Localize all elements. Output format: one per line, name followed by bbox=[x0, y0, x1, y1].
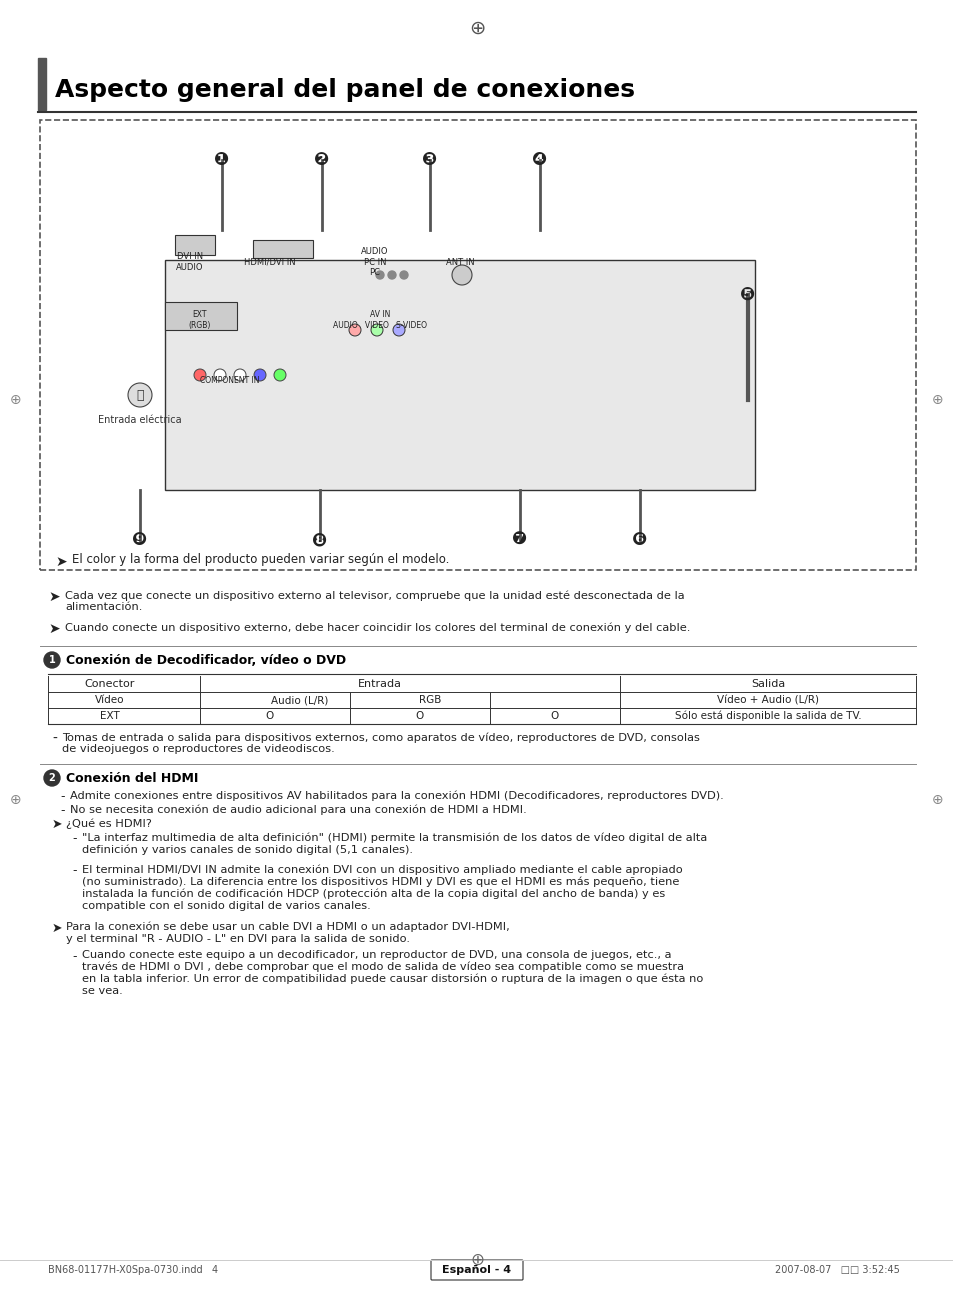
Text: ‐: ‐ bbox=[71, 864, 76, 877]
Text: No se necesita conexión de audio adicional para una conexión de HDMI a HDMI.: No se necesita conexión de audio adicion… bbox=[70, 804, 526, 814]
Text: ➤: ➤ bbox=[55, 556, 67, 569]
Circle shape bbox=[452, 265, 472, 285]
Text: Conexión del HDMI: Conexión del HDMI bbox=[66, 771, 198, 785]
Text: Vídeo + Audio (L/R): Vídeo + Audio (L/R) bbox=[717, 695, 818, 705]
Text: Entrada: Entrada bbox=[357, 679, 401, 690]
Text: O: O bbox=[416, 712, 424, 721]
Bar bbox=[165, 260, 754, 490]
Text: ‐: ‐ bbox=[60, 790, 65, 803]
Bar bbox=[165, 302, 236, 330]
Text: Tomas de entrada o salida para dispositivos externos, como aparatos de vídeo, re: Tomas de entrada o salida para dispositi… bbox=[62, 732, 700, 755]
Text: ⊕: ⊕ bbox=[931, 794, 943, 807]
Text: ➤: ➤ bbox=[52, 922, 63, 935]
Text: ➤: ➤ bbox=[52, 818, 63, 831]
Text: ‐: ‐ bbox=[60, 804, 65, 817]
Text: ⊕: ⊕ bbox=[10, 393, 22, 407]
Text: Admite conexiones entre dispositivos AV habilitados para la conexión HDMI (Decod: Admite conexiones entre dispositivos AV … bbox=[70, 790, 723, 800]
Text: ¿Qué es HDMI?: ¿Qué es HDMI? bbox=[66, 818, 152, 829]
Circle shape bbox=[274, 369, 286, 381]
Text: O: O bbox=[266, 712, 274, 721]
Text: EXT: EXT bbox=[100, 712, 120, 721]
Bar bbox=[174, 235, 214, 255]
Text: Conexión de Decodificador, vídeo o DVD: Conexión de Decodificador, vídeo o DVD bbox=[66, 654, 346, 667]
Circle shape bbox=[44, 652, 60, 667]
Circle shape bbox=[371, 324, 382, 336]
Text: ❶: ❶ bbox=[214, 151, 230, 169]
Text: Cuando conecte este equipo a un decodificador, un reproductor de DVD, una consol: Cuando conecte este equipo a un decodifi… bbox=[82, 950, 702, 997]
Text: 1: 1 bbox=[49, 654, 55, 665]
Text: ANT IN: ANT IN bbox=[445, 258, 474, 267]
Text: ❻: ❻ bbox=[632, 531, 647, 549]
Circle shape bbox=[193, 369, 206, 381]
Text: ❷: ❷ bbox=[314, 151, 330, 169]
Text: Español - 4: Español - 4 bbox=[442, 1265, 511, 1275]
Circle shape bbox=[213, 369, 226, 381]
Text: ❸: ❸ bbox=[422, 151, 437, 169]
Circle shape bbox=[128, 382, 152, 407]
Text: O: O bbox=[550, 712, 558, 721]
Text: ➤: ➤ bbox=[48, 622, 60, 636]
Text: 2007-08-07   □□ 3:52:45: 2007-08-07 □□ 3:52:45 bbox=[774, 1265, 899, 1275]
Text: ⊕: ⊕ bbox=[468, 18, 485, 38]
Text: Sólo está disponible la salida de TV.: Sólo está disponible la salida de TV. bbox=[674, 710, 861, 721]
Text: EXT
(RGB): EXT (RGB) bbox=[189, 311, 211, 329]
Text: BN68-01177H-X0Spa-0730.indd   4: BN68-01177H-X0Spa-0730.indd 4 bbox=[48, 1265, 218, 1275]
Text: Cuando conecte un dispositivo externo, debe hacer coincidir los colores del term: Cuando conecte un dispositivo externo, d… bbox=[65, 622, 690, 632]
Text: AUDIO
PC IN
PC: AUDIO PC IN PC bbox=[361, 247, 388, 277]
Bar bbox=[40, 120, 915, 570]
Text: ‐: ‐ bbox=[71, 833, 76, 846]
Text: El terminal HDMI/DVI IN admite la conexión DVI con un dispositivo ampliado media: El terminal HDMI/DVI IN admite la conexi… bbox=[82, 864, 682, 911]
FancyBboxPatch shape bbox=[431, 1259, 522, 1280]
Text: Entrada eléctrica: Entrada eléctrica bbox=[98, 415, 182, 425]
Text: ❾: ❾ bbox=[132, 531, 148, 549]
Text: Vídeo: Vídeo bbox=[95, 695, 125, 705]
Text: ❽: ❽ bbox=[312, 531, 327, 549]
Text: Para la conexión se debe usar un cable DVI a HDMI o un adaptador DVI-HDMI,
y el : Para la conexión se debe usar un cable D… bbox=[66, 922, 509, 945]
Text: COMPONENT IN: COMPONENT IN bbox=[200, 376, 259, 385]
Circle shape bbox=[388, 271, 395, 278]
Circle shape bbox=[375, 271, 384, 278]
Text: RGB: RGB bbox=[418, 695, 440, 705]
Text: El color y la forma del producto pueden variar según el modelo.: El color y la forma del producto pueden … bbox=[71, 553, 449, 566]
Text: ⏻: ⏻ bbox=[136, 389, 144, 402]
Circle shape bbox=[233, 369, 246, 381]
Text: ⊕: ⊕ bbox=[10, 794, 22, 807]
Text: ➤: ➤ bbox=[48, 589, 60, 604]
Text: HDMI/DVI IN: HDMI/DVI IN bbox=[244, 258, 295, 267]
Text: ⊕: ⊕ bbox=[470, 1252, 483, 1268]
Text: Conector: Conector bbox=[85, 679, 135, 690]
Text: Salida: Salida bbox=[750, 679, 784, 690]
Text: Audio (L/R): Audio (L/R) bbox=[271, 695, 329, 705]
Text: AV IN
AUDIO   VIDEO   S-VIDEO: AV IN AUDIO VIDEO S-VIDEO bbox=[333, 311, 427, 329]
Bar bbox=[253, 239, 313, 258]
Text: ‐: ‐ bbox=[52, 732, 57, 745]
Circle shape bbox=[349, 324, 360, 336]
Text: 2: 2 bbox=[49, 773, 55, 783]
Text: "La interfaz multimedia de alta definición" (HDMI) permite la transmisión de los: "La interfaz multimedia de alta definici… bbox=[82, 833, 706, 855]
Circle shape bbox=[44, 770, 60, 786]
Circle shape bbox=[253, 369, 266, 381]
Text: ❼: ❼ bbox=[512, 531, 527, 549]
Text: Cada vez que conecte un dispositivo externo al televisor, compruebe que la unida: Cada vez que conecte un dispositivo exte… bbox=[65, 589, 684, 611]
Text: ‐: ‐ bbox=[71, 950, 76, 963]
Text: ⊕: ⊕ bbox=[931, 393, 943, 407]
Circle shape bbox=[393, 324, 405, 336]
Bar bbox=[38, 59, 46, 111]
Text: Aspecto general del panel de conexiones: Aspecto general del panel de conexiones bbox=[55, 78, 635, 101]
Text: ❹: ❹ bbox=[532, 151, 547, 169]
Text: DVI IN
AUDIO: DVI IN AUDIO bbox=[176, 252, 204, 272]
Circle shape bbox=[399, 271, 408, 278]
Text: ❺: ❺ bbox=[740, 286, 755, 304]
